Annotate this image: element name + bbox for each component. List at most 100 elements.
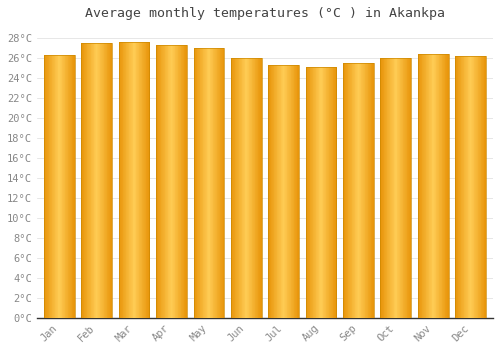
Bar: [373, 63, 374, 318]
Bar: [425, 54, 426, 318]
Bar: [306, 67, 336, 318]
Bar: [148, 42, 150, 318]
Bar: [48, 55, 50, 318]
Bar: [68, 55, 70, 318]
Bar: [370, 63, 371, 318]
Bar: [118, 42, 120, 318]
Bar: [469, 56, 470, 318]
Bar: [444, 54, 445, 318]
Bar: [428, 54, 429, 318]
Bar: [251, 58, 252, 318]
Bar: [215, 48, 216, 318]
Bar: [183, 45, 184, 318]
Bar: [172, 45, 173, 318]
Bar: [335, 67, 336, 318]
Bar: [457, 56, 458, 318]
Bar: [86, 43, 87, 318]
Bar: [218, 48, 219, 318]
Bar: [312, 67, 314, 318]
Bar: [233, 58, 234, 318]
Bar: [400, 58, 402, 318]
Bar: [89, 43, 90, 318]
Bar: [360, 63, 361, 318]
Bar: [470, 56, 472, 318]
Bar: [286, 65, 287, 318]
Bar: [212, 48, 214, 318]
Bar: [422, 54, 424, 318]
Bar: [410, 58, 412, 318]
Bar: [318, 67, 320, 318]
Bar: [437, 54, 438, 318]
Bar: [86, 43, 88, 318]
Bar: [390, 58, 392, 318]
Bar: [59, 55, 60, 318]
Bar: [325, 67, 326, 318]
Bar: [111, 43, 112, 318]
Bar: [427, 54, 428, 318]
Bar: [343, 63, 374, 318]
Bar: [351, 63, 352, 318]
Bar: [477, 56, 478, 318]
Bar: [296, 65, 297, 318]
Bar: [354, 63, 355, 318]
Bar: [321, 67, 322, 318]
Bar: [110, 43, 112, 318]
Bar: [178, 45, 180, 318]
Bar: [317, 67, 318, 318]
Bar: [231, 58, 262, 318]
Bar: [430, 54, 431, 318]
Bar: [156, 45, 157, 318]
Bar: [460, 56, 461, 318]
Bar: [106, 43, 107, 318]
Bar: [476, 56, 477, 318]
Bar: [349, 63, 350, 318]
Bar: [401, 58, 402, 318]
Bar: [279, 65, 280, 318]
Bar: [170, 45, 172, 318]
Bar: [443, 54, 444, 318]
Bar: [242, 58, 244, 318]
Bar: [144, 42, 145, 318]
Bar: [467, 56, 468, 318]
Bar: [260, 58, 261, 318]
Bar: [58, 55, 59, 318]
Bar: [276, 65, 278, 318]
Bar: [180, 45, 182, 318]
Bar: [442, 54, 444, 318]
Bar: [296, 65, 298, 318]
Bar: [51, 55, 52, 318]
Bar: [64, 55, 65, 318]
Bar: [127, 42, 128, 318]
Bar: [258, 58, 260, 318]
Bar: [289, 65, 290, 318]
Bar: [274, 65, 276, 318]
Bar: [353, 63, 354, 318]
Bar: [326, 67, 328, 318]
Bar: [90, 43, 92, 318]
Bar: [322, 67, 324, 318]
Bar: [462, 56, 463, 318]
Bar: [285, 65, 286, 318]
Bar: [234, 58, 235, 318]
Bar: [98, 43, 99, 318]
Bar: [44, 55, 74, 318]
Bar: [238, 58, 240, 318]
Bar: [343, 63, 344, 318]
Bar: [464, 56, 466, 318]
Bar: [198, 48, 199, 318]
Bar: [272, 65, 273, 318]
Bar: [131, 42, 132, 318]
Bar: [315, 67, 316, 318]
Bar: [209, 48, 210, 318]
Bar: [320, 67, 321, 318]
Bar: [162, 45, 163, 318]
Bar: [52, 55, 54, 318]
Bar: [432, 54, 434, 318]
Bar: [196, 48, 198, 318]
Bar: [438, 54, 440, 318]
Bar: [159, 45, 160, 318]
Bar: [308, 67, 309, 318]
Bar: [96, 43, 97, 318]
Bar: [93, 43, 94, 318]
Bar: [366, 63, 367, 318]
